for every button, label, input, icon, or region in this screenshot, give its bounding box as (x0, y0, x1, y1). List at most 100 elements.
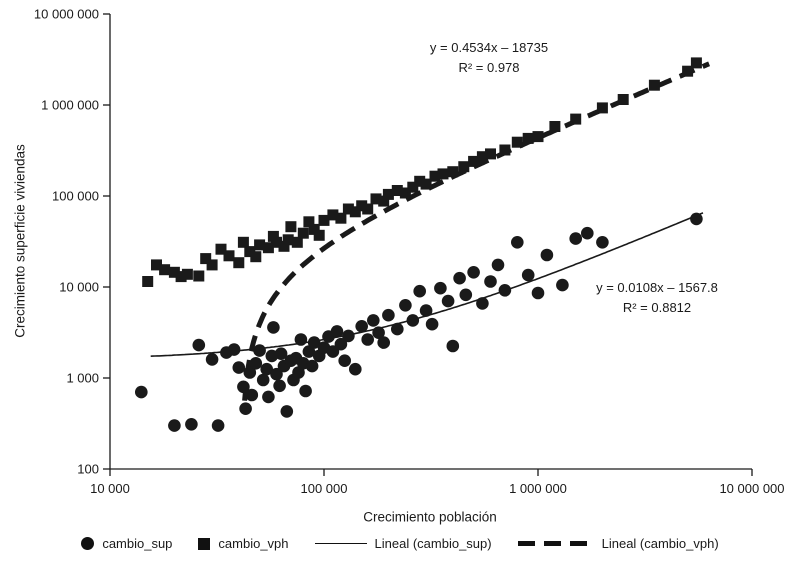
point-cambio_sup (237, 380, 250, 394)
point-cambio_sup (511, 236, 524, 249)
x-tick-label: 10 000 (90, 481, 130, 496)
point-cambio_vph (335, 212, 347, 224)
point-cambio_sup (243, 366, 257, 379)
point-cambio_vph (532, 131, 544, 143)
point-cambio_sup (476, 297, 489, 310)
legend-label: cambio_vph (218, 536, 289, 551)
y-tick-label: 10 000 000 (34, 7, 99, 22)
trendline-annotation-sup: y = 0.0108x – 1567.8 R² = 0.8812 (596, 278, 718, 317)
point-cambio_sup (267, 321, 280, 334)
point-cambio_vph (200, 253, 212, 265)
point-cambio_vph (215, 243, 227, 255)
point-cambio_vph (458, 161, 470, 173)
point-cambio_sup (211, 419, 225, 432)
point-cambio_vph (362, 203, 374, 215)
point-cambio_sup (399, 299, 412, 312)
point-cambio_sup (280, 405, 294, 418)
point-cambio_vph (291, 236, 303, 248)
legend-label: cambio_sup (102, 536, 173, 551)
point-cambio_vph (206, 259, 218, 271)
y-tick-label: 100 (77, 462, 99, 477)
point-cambio_vph (476, 151, 488, 163)
point-cambio_vph (181, 268, 193, 280)
legend-item-cambio-sup: cambio_sup (81, 536, 172, 551)
y-tick-label: 1 000 (66, 371, 99, 386)
point-cambio_sup (294, 333, 308, 346)
point-cambio_vph (429, 170, 441, 182)
equation-text-sup: y = 0.0108x – 1567.8 (596, 280, 718, 295)
point-cambio_vph (420, 178, 432, 190)
point-cambio_vph (391, 185, 403, 196)
square-marker-icon (198, 537, 211, 550)
point-cambio_sup (569, 232, 582, 245)
point-cambio_vph (549, 121, 561, 132)
point-cambio_vph (378, 195, 390, 207)
point-cambio_sup (349, 362, 362, 376)
equation-text-vph: y = 0.4534x – 18735 (429, 40, 549, 55)
point-cambio_vph (313, 229, 325, 241)
point-cambio_sup (305, 359, 319, 373)
legend-label: Lineal (cambio_sup) (374, 536, 492, 551)
y-tick-label: 100 000 (52, 189, 99, 204)
point-cambio_vph (522, 132, 534, 144)
legend-item-lineal-cambio-sup: Lineal (cambio_sup) (314, 536, 492, 551)
point-cambio_sup (253, 344, 266, 357)
point-cambio_vph (690, 57, 702, 69)
point-cambio_sup (521, 268, 535, 282)
point-cambio_sup (227, 343, 241, 356)
x-tick-label: 10 000 000 (719, 481, 784, 496)
point-cambio_vph (407, 181, 419, 193)
point-cambio_vph (356, 200, 368, 212)
point-cambio_vph (303, 216, 315, 228)
point-cambio_vph (596, 102, 608, 114)
circle-marker-icon (81, 537, 95, 550)
y-tick-label: 10 000 (59, 280, 99, 295)
point-cambio_sup (382, 308, 395, 322)
point-cambio_vph (233, 257, 245, 269)
point-cambio_sup (342, 329, 355, 343)
legend-label: Lineal (cambio_vph) (601, 536, 719, 551)
point-cambio_sup (581, 226, 594, 240)
point-cambio_sup (367, 314, 380, 327)
point-cambio_vph (282, 234, 294, 246)
point-cambio_sup (273, 379, 286, 393)
point-cambio_vph (250, 251, 262, 263)
point-cambio_vph (254, 239, 266, 251)
point-cambio_sup (262, 390, 275, 404)
point-cambio_sup (446, 339, 460, 353)
point-cambio_vph (168, 266, 180, 278)
point-cambio_sup (484, 275, 497, 288)
point-cambio_sup (326, 345, 340, 358)
point-cambio_vph (297, 227, 309, 239)
point-cambio_vph (237, 236, 249, 248)
point-cambio_sup (377, 336, 391, 349)
point-cambio_sup (434, 281, 447, 295)
point-cambio_vph (447, 166, 459, 178)
point-cambio_vph (342, 203, 354, 215)
point-cambio_sup (168, 419, 181, 432)
point-cambio_sup (192, 338, 206, 352)
point-cambio_sup (498, 284, 512, 297)
point-cambio_sup (540, 248, 554, 262)
point-cambio_sup (274, 347, 288, 361)
point-cambio_sup (334, 337, 348, 351)
point-cambio_sup (413, 284, 427, 298)
point-cambio_sup (690, 212, 703, 226)
point-cambio_sup (135, 385, 148, 399)
point-cambio_vph (262, 242, 274, 254)
point-cambio_sup (361, 333, 375, 346)
point-cambio_sup (245, 388, 259, 402)
point-cambio_vph (223, 250, 235, 262)
x-tick-label: 100 000 (301, 481, 348, 496)
point-cambio_vph (617, 94, 629, 105)
x-axis-title: Crecimiento población (363, 509, 497, 525)
point-cambio_sup (419, 304, 433, 317)
point-cambio_vph (437, 168, 449, 180)
legend-item-lineal-cambio-vph: Lineal (cambio_vph) (517, 536, 719, 551)
point-cambio_sup (459, 288, 473, 302)
point-cambio_vph (682, 65, 694, 77)
y-axis-title: Crecimiento superficie viviendas (12, 144, 28, 338)
point-cambio_vph (308, 223, 320, 235)
point-cambio_vph (285, 221, 297, 233)
